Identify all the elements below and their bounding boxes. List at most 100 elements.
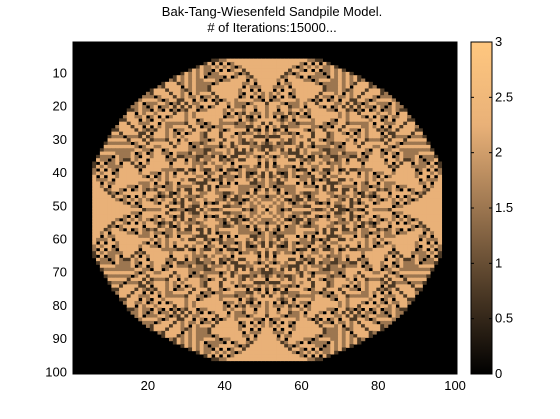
heatmap-cell — [138, 191, 143, 196]
heatmap-cell — [337, 91, 343, 96]
heatmap-cell — [192, 194, 197, 199]
heatmap-cell — [276, 91, 281, 96]
heatmap-cell — [261, 125, 266, 129]
heatmap-cell — [288, 75, 293, 79]
heatmap-cell — [241, 161, 247, 166]
heatmap-cell — [192, 224, 197, 229]
heatmap-cell — [345, 101, 350, 106]
heatmap-cell — [126, 257, 131, 262]
heatmap-cell — [272, 171, 277, 176]
heatmap-cell — [330, 188, 335, 192]
heatmap-cell — [218, 71, 224, 76]
heatmap-cell — [314, 211, 320, 216]
heatmap-cell — [119, 284, 124, 289]
heatmap-cell — [284, 68, 289, 73]
heatmap-cell — [276, 221, 281, 225]
heatmap-cell — [195, 251, 201, 255]
heatmap-cell — [284, 125, 289, 129]
heatmap-cell — [307, 267, 312, 272]
heatmap-cell — [176, 118, 181, 123]
heatmap-cell — [161, 178, 166, 182]
heatmap-cell — [234, 208, 239, 212]
heatmap-cell — [172, 277, 178, 282]
heatmap-cell — [226, 125, 231, 129]
heatmap-cell — [295, 194, 300, 199]
heatmap-cell — [215, 191, 220, 196]
heatmap-cell — [433, 227, 439, 232]
heatmap-cell — [188, 144, 193, 149]
heatmap-cell — [261, 148, 266, 152]
heatmap-cell — [399, 264, 404, 269]
heatmap-cell — [326, 254, 331, 259]
heatmap-cell — [368, 221, 373, 225]
heatmap-cell — [288, 237, 293, 242]
heatmap-cell — [399, 224, 404, 229]
heatmap-cell — [188, 115, 193, 119]
heatmap-cell — [341, 85, 347, 89]
heatmap-cell — [334, 188, 339, 192]
heatmap-cell — [330, 254, 335, 259]
heatmap-cell — [368, 188, 373, 192]
heatmap-cell — [142, 198, 147, 202]
heatmap-cell — [276, 271, 281, 275]
heatmap-cell — [203, 257, 208, 262]
heatmap-cell — [422, 267, 427, 272]
heatmap-cell — [265, 241, 270, 245]
heatmap-cell — [361, 128, 366, 133]
heatmap-cell — [414, 144, 419, 149]
heatmap-cell — [295, 201, 300, 206]
heatmap-cell — [203, 115, 208, 119]
heatmap-cell — [245, 267, 251, 272]
heatmap-cell — [341, 237, 347, 242]
heatmap-cell — [138, 244, 143, 249]
heatmap-cell — [130, 181, 135, 186]
heatmap-cell — [272, 105, 277, 109]
heatmap-cell — [410, 281, 416, 285]
heatmap-cell — [318, 191, 323, 196]
heatmap-cell — [172, 131, 178, 136]
heatmap-cell — [357, 271, 362, 275]
heatmap-cell — [138, 134, 143, 139]
heatmap-cell — [199, 131, 204, 136]
heatmap-cell — [161, 284, 166, 289]
heatmap-cell — [111, 191, 116, 196]
heatmap-cell — [368, 261, 373, 265]
heatmap-cell — [330, 271, 335, 275]
heatmap-cell — [376, 217, 381, 222]
heatmap-cell — [234, 221, 239, 225]
heatmap-cell — [284, 244, 289, 249]
heatmap-cell — [249, 111, 254, 116]
heatmap-cell — [345, 111, 350, 116]
heatmap-cell — [115, 198, 120, 202]
heatmap-cell — [234, 138, 239, 142]
heatmap-cell — [161, 168, 166, 172]
heatmap-cell — [326, 277, 331, 282]
heatmap-cell — [153, 151, 158, 156]
heatmap-cell — [222, 134, 227, 139]
heatmap-cell — [153, 108, 158, 113]
heatmap-cell — [226, 241, 231, 245]
heatmap-cell — [337, 224, 343, 229]
heatmap-cell — [161, 264, 166, 269]
heatmap-cell — [122, 217, 128, 222]
heatmap-cell — [126, 204, 131, 209]
heatmap-cell — [334, 181, 339, 186]
heatmap-cell — [218, 191, 224, 196]
heatmap-cell — [314, 115, 320, 119]
heatmap-cell — [172, 241, 178, 245]
heatmap-cell — [241, 71, 247, 76]
heatmap-cell — [414, 204, 419, 209]
heatmap-cell — [226, 171, 231, 176]
heatmap-cell — [364, 234, 370, 239]
heatmap-cell — [307, 98, 312, 103]
heatmap-cell — [96, 164, 101, 169]
heatmap-cell — [249, 184, 254, 189]
heatmap-cell — [111, 134, 116, 139]
heatmap-cell — [115, 214, 120, 219]
heatmap-cell — [107, 164, 112, 169]
heatmap-cell — [111, 214, 116, 219]
heatmap-cell — [326, 111, 331, 116]
heatmap-cell — [234, 121, 239, 126]
heatmap-cell — [222, 61, 227, 66]
heatmap-cell — [410, 148, 416, 152]
